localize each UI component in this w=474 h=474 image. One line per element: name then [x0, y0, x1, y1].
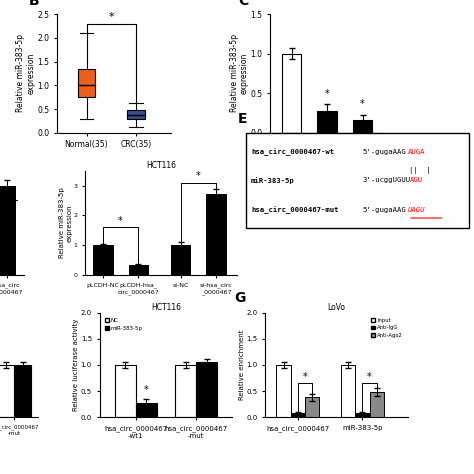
Text: hsa_circ_0000467-mut: hsa_circ_0000467-mut: [251, 207, 338, 214]
Bar: [0, 185, 16, 275]
Text: G: G: [234, 292, 246, 305]
Bar: [291, 413, 305, 417]
Bar: [128, 265, 148, 275]
Bar: [353, 120, 373, 133]
Bar: [206, 194, 226, 275]
Text: *: *: [109, 12, 114, 22]
Text: *: *: [196, 171, 201, 181]
Text: C: C: [238, 0, 248, 8]
Bar: [341, 365, 356, 417]
Text: *: *: [360, 99, 365, 109]
Bar: [78, 69, 95, 97]
Bar: [115, 365, 136, 417]
Text: ||  |: || |: [409, 167, 430, 174]
Y-axis label: Relative luciferase activity: Relative luciferase activity: [73, 319, 79, 411]
Text: hsa_circ_0000467-wt: hsa_circ_0000467-wt: [251, 148, 334, 155]
Bar: [136, 402, 157, 417]
FancyBboxPatch shape: [246, 133, 469, 228]
Bar: [93, 245, 113, 275]
Bar: [171, 245, 190, 275]
Y-axis label: Relative miR-383-5p
expression: Relative miR-383-5p expression: [229, 35, 249, 112]
Text: *: *: [118, 216, 123, 226]
Text: *: *: [144, 385, 149, 395]
Text: AUGA: AUGA: [408, 149, 426, 155]
Bar: [276, 365, 291, 417]
Title: HCT116: HCT116: [146, 161, 176, 170]
Y-axis label: Relative miR-383-5p
expression: Relative miR-383-5p expression: [59, 187, 73, 258]
Bar: [356, 413, 370, 417]
Bar: [14, 365, 31, 417]
Text: AGU: AGU: [410, 177, 423, 183]
Text: *: *: [302, 372, 307, 382]
Text: 5'-gugaAAG: 5'-gugaAAG: [362, 208, 406, 213]
Legend: NC, miR-383-5p: NC, miR-383-5p: [102, 316, 145, 333]
Bar: [175, 365, 196, 417]
Legend: Input, Anti-IgG, Anti-Ago2: Input, Anti-IgG, Anti-Ago2: [369, 316, 405, 340]
Text: *: *: [5, 189, 9, 199]
Title: HCT116: HCT116: [151, 303, 181, 312]
Title: LoVo: LoVo: [328, 303, 346, 312]
Bar: [282, 54, 301, 133]
Text: *: *: [325, 89, 329, 99]
Y-axis label: Relative miR-383-5p
expression: Relative miR-383-5p expression: [16, 35, 36, 112]
Bar: [196, 363, 217, 417]
Text: E: E: [237, 112, 247, 126]
Y-axis label: Relative enrichment: Relative enrichment: [239, 330, 245, 400]
Text: 3'-ucggUGUU: 3'-ucggUGUU: [362, 177, 410, 183]
Bar: [0, 365, 14, 417]
Bar: [370, 392, 384, 417]
Text: 5'-gugaAAG: 5'-gugaAAG: [362, 149, 406, 155]
Bar: [305, 397, 319, 417]
Text: UAGU: UAGU: [408, 208, 426, 213]
Bar: [128, 110, 145, 118]
Text: B: B: [28, 0, 39, 8]
Text: *: *: [367, 372, 372, 382]
Text: miR-383-5p: miR-383-5p: [251, 177, 295, 183]
Bar: [317, 110, 337, 133]
